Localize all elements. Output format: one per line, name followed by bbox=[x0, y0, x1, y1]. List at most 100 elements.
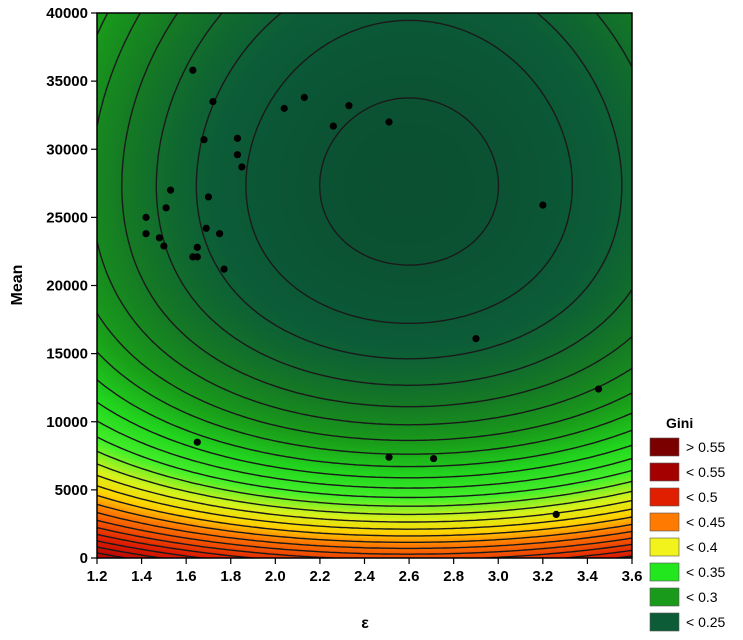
contour-line bbox=[97, 533, 632, 558]
data-point bbox=[594, 385, 603, 393]
legend-swatch bbox=[649, 537, 680, 557]
x-axis-title: ε bbox=[361, 615, 369, 632]
legend-title: Gini bbox=[666, 415, 693, 431]
y-tick-label: 25000 bbox=[46, 209, 88, 226]
contour-line bbox=[245, 19, 573, 324]
contour-line bbox=[97, 13, 632, 442]
legend-swatch bbox=[649, 437, 680, 457]
legend-swatch bbox=[649, 587, 680, 607]
contour-line bbox=[97, 13, 632, 426]
legend-label: < 0.25 bbox=[686, 614, 726, 630]
x-tick-label: 1.6 bbox=[176, 568, 197, 585]
data-point bbox=[155, 234, 164, 242]
data-point bbox=[193, 253, 201, 261]
contour-line bbox=[155, 13, 632, 386]
x-axis: 1.2 1.4 1.6 1.8 2.0 2.2 2.4 2.6 2.8 3.0 3.2 3.4 3.6 bbox=[87, 558, 643, 585]
y-tick-label: 40000 bbox=[46, 5, 88, 22]
contour-line bbox=[97, 420, 632, 489]
data-point bbox=[142, 230, 150, 238]
data-point bbox=[204, 193, 213, 201]
y-tick-label: 30000 bbox=[46, 141, 88, 158]
legend-swatch bbox=[649, 562, 680, 582]
data-point bbox=[233, 134, 242, 142]
contour-line bbox=[97, 494, 632, 537]
data-point bbox=[189, 66, 197, 74]
data-point bbox=[233, 151, 242, 159]
x-tick-label: 3.0 bbox=[488, 568, 509, 585]
x-tick-label: 3.2 bbox=[532, 568, 553, 585]
legend-swatch bbox=[649, 462, 680, 482]
contour-line bbox=[97, 379, 632, 468]
data-point bbox=[200, 136, 208, 144]
contour-line bbox=[97, 511, 632, 550]
contour-line bbox=[97, 503, 632, 543]
legend: Gini > 0.55 < 0.55 < 0.5 < 0.45 < 0.4 < 0.35 <… bbox=[649, 415, 726, 632]
contour-line bbox=[97, 526, 632, 558]
data-point bbox=[539, 201, 547, 209]
data-point bbox=[209, 97, 217, 106]
y-tick-label: 15000 bbox=[46, 346, 88, 363]
x-tick-label: 2.2 bbox=[309, 568, 330, 585]
data-points bbox=[142, 66, 603, 518]
y-tick-label: 20000 bbox=[46, 278, 88, 295]
legend-label: < 0.45 bbox=[686, 514, 726, 530]
data-point bbox=[142, 213, 150, 221]
data-point bbox=[300, 93, 308, 102]
contour-line bbox=[319, 97, 500, 266]
data-point bbox=[430, 454, 438, 463]
contour-line bbox=[97, 485, 632, 530]
data-point bbox=[472, 335, 480, 343]
contour-line bbox=[121, 13, 632, 408]
y-axis-title: Mean bbox=[9, 265, 26, 306]
contour-line bbox=[97, 519, 632, 555]
y-tick-label: 5000 bbox=[55, 482, 88, 499]
contour-line bbox=[97, 436, 632, 499]
data-point bbox=[162, 204, 170, 212]
contour-line bbox=[97, 474, 632, 523]
legend-label: < 0.3 bbox=[686, 589, 718, 605]
plot-area bbox=[96, 12, 633, 559]
x-tick-label: 1.4 bbox=[131, 568, 153, 585]
legend-swatch bbox=[649, 612, 680, 632]
data-point bbox=[552, 510, 560, 518]
data-point bbox=[160, 242, 168, 250]
x-tick-label: 1.2 bbox=[87, 568, 108, 585]
legend-label: < 0.35 bbox=[686, 564, 726, 580]
x-tick-label: 2.8 bbox=[443, 568, 464, 585]
x-tick-label: 2.4 bbox=[354, 568, 376, 585]
contour-line bbox=[195, 13, 623, 360]
data-point bbox=[202, 224, 210, 232]
data-point bbox=[329, 122, 337, 130]
x-tick-label: 3.4 bbox=[577, 568, 599, 585]
contour-line bbox=[97, 401, 632, 479]
x-tick-label: 3.6 bbox=[622, 568, 643, 585]
x-tick-label: 2.6 bbox=[399, 568, 420, 585]
data-point bbox=[193, 438, 201, 446]
contour-line bbox=[97, 450, 632, 507]
x-tick-label: 1.8 bbox=[220, 568, 241, 585]
y-axis: 0 5000 10000 15000 20000 25000 30000 35000 40000 bbox=[46, 5, 97, 567]
legend-label: > 0.55 bbox=[686, 439, 726, 455]
contour-line bbox=[97, 463, 632, 516]
data-point bbox=[345, 102, 353, 110]
data-point bbox=[216, 230, 224, 238]
y-tick-label: 35000 bbox=[46, 73, 88, 90]
legend-label: < 0.4 bbox=[686, 539, 718, 555]
data-point bbox=[166, 186, 175, 194]
x-tick-label: 2.0 bbox=[265, 568, 286, 585]
contour-lines bbox=[97, 13, 632, 558]
y-tick-label: 10000 bbox=[46, 414, 88, 431]
data-point bbox=[385, 453, 393, 461]
contour-line bbox=[97, 351, 632, 455]
data-point bbox=[385, 118, 393, 126]
data-point bbox=[220, 265, 228, 273]
y-tick-label: 0 bbox=[80, 550, 88, 567]
data-point bbox=[280, 104, 288, 112]
legend-swatch bbox=[649, 512, 680, 532]
legend-label: < 0.5 bbox=[686, 489, 718, 505]
data-point bbox=[193, 243, 201, 251]
data-point bbox=[238, 163, 246, 171]
legend-label: < 0.55 bbox=[686, 464, 726, 480]
legend-swatch bbox=[649, 487, 680, 507]
